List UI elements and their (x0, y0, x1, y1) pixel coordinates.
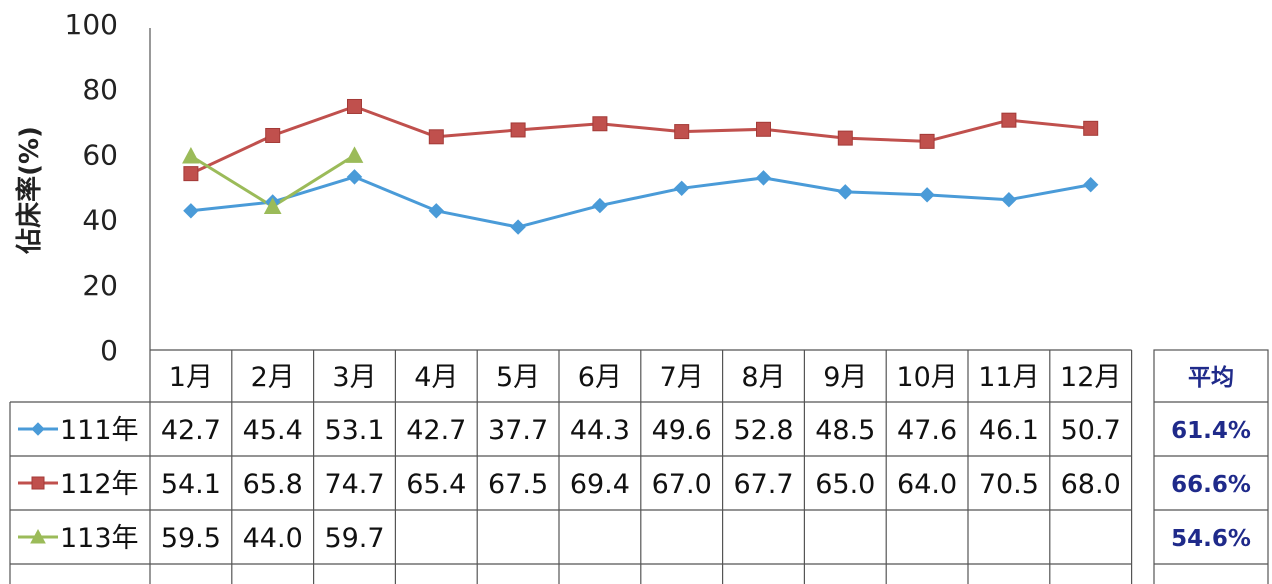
y-tick-label-20: 20 (82, 269, 118, 302)
data-label-111--3: 42.7 (406, 415, 466, 446)
data-point-112--9 (919, 133, 935, 149)
data-label-111--0: 42.7 (161, 415, 221, 446)
data-point-111--7 (755, 170, 772, 186)
y-tick-label-80: 80 (82, 73, 118, 106)
data-label-112--0: 54.1 (161, 469, 221, 500)
y-axis-label: 佔床率(%) (14, 126, 45, 255)
data-point-111--6 (673, 180, 690, 197)
legend-label-112-: 112年 (60, 469, 139, 500)
data-point-112--0 (183, 166, 199, 182)
average-table-border (1153, 349, 1269, 584)
data-label-111--7: 52.8 (733, 415, 793, 446)
data-point-111--2 (346, 169, 363, 185)
category-label-6: 7月 (660, 362, 704, 393)
data-point-111--5 (592, 197, 608, 214)
data-point-113--2 (345, 146, 364, 163)
legend-label-113-: 113年 (60, 523, 139, 554)
data-label-113--2: 59.7 (324, 523, 384, 554)
data-label-112--10: 70.5 (979, 469, 1039, 500)
data-label-111--9: 47.6 (897, 415, 957, 446)
legend-marker-111- (31, 422, 45, 436)
data-point-111--10 (1001, 192, 1017, 208)
series-markers (182, 98, 1099, 235)
data-label-112--11: 68.0 (1061, 469, 1121, 500)
average-value-112-: 66.6% (1171, 472, 1251, 498)
data-point-112--11 (1083, 120, 1099, 136)
data-point-112--5 (592, 116, 608, 132)
series-lines (190, 104, 1091, 229)
category-label-5: 6月 (578, 362, 622, 393)
data-label-111--5: 44.3 (570, 415, 630, 446)
data-label-112--7: 67.7 (733, 469, 793, 500)
data-point-111--8 (837, 184, 854, 200)
data-point-111--4 (510, 219, 526, 235)
data-label-112--3: 65.4 (406, 469, 466, 500)
data-label-113--1: 44.0 (243, 523, 303, 554)
data-point-111--3 (428, 203, 445, 219)
category-label-9: 10月 (896, 362, 957, 393)
data-label-111--2: 53.1 (324, 415, 384, 446)
data-label-111--1: 45.4 (243, 415, 303, 446)
data-label-112--9: 64.0 (897, 469, 957, 500)
series-line-111- (190, 175, 1091, 229)
data-label-112--1: 65.8 (243, 469, 303, 500)
category-label-7: 8月 (741, 362, 785, 393)
y-tick-labels: 0 20 40 60 80 100 (65, 8, 118, 367)
data-label-111--11: 50.7 (1061, 415, 1121, 446)
category-label-3: 4月 (414, 362, 458, 393)
average-value-113-: 54.6% (1171, 526, 1251, 552)
data-label-111--6: 49.6 (652, 415, 712, 446)
y-tick-label-60: 60 (82, 138, 118, 171)
category-label-0: 1月 (169, 362, 213, 393)
data-point-112--1 (265, 127, 281, 143)
legend-marker-112- (31, 476, 45, 490)
data-point-112--4 (510, 122, 526, 138)
series-line-112- (190, 104, 1091, 175)
data-label-112--8: 65.0 (815, 469, 875, 500)
data-label-112--4: 67.5 (488, 469, 548, 500)
legend-label-111-: 111年 (60, 415, 139, 446)
data-point-112--10 (1001, 112, 1017, 128)
category-label-2: 3月 (332, 362, 376, 393)
data-label-111--8: 48.5 (815, 415, 875, 446)
category-label-8: 9月 (823, 362, 867, 393)
data-point-112--7 (756, 121, 771, 137)
data-point-112--3 (428, 129, 444, 145)
category-label-4: 5月 (496, 362, 540, 393)
category-label-10: 11月 (978, 362, 1039, 393)
data-point-112--8 (837, 130, 853, 146)
data-point-112--6 (674, 124, 690, 140)
data-table: 1月 2月 3月 4月 5月 6月 7月 8月 9月 10月 11月 12月 111年 42.7 45.4 5… (9, 349, 1133, 584)
data-label-112--2: 74.7 (324, 469, 384, 500)
average-header: 平均 (1188, 364, 1234, 391)
data-label-111--4: 37.7 (488, 415, 548, 446)
legend-marker-113- (30, 528, 46, 544)
y-tick-label-40: 40 (82, 204, 118, 237)
data-point-111--11 (1082, 177, 1099, 193)
data-label-111--10: 46.1 (979, 415, 1039, 446)
data-point-111--0 (183, 203, 199, 219)
y-tick-label-0: 0 (100, 334, 118, 367)
data-label-112--5: 69.4 (570, 469, 630, 500)
data-label-113--0: 59.5 (161, 523, 221, 554)
data-point-113--1 (263, 197, 282, 215)
data-label-112--6: 67.0 (652, 469, 712, 500)
data-point-113--0 (182, 146, 200, 164)
category-label-11: 12月 (1060, 362, 1121, 393)
average-table: 平均 61.4% 66.6% 54.6% (1153, 349, 1269, 584)
data-point-111--9 (919, 187, 935, 203)
average-value-111-: 61.4% (1171, 418, 1251, 444)
category-label-1: 2月 (251, 362, 295, 393)
data-point-112--2 (347, 98, 362, 114)
y-tick-label-100: 100 (65, 8, 118, 41)
